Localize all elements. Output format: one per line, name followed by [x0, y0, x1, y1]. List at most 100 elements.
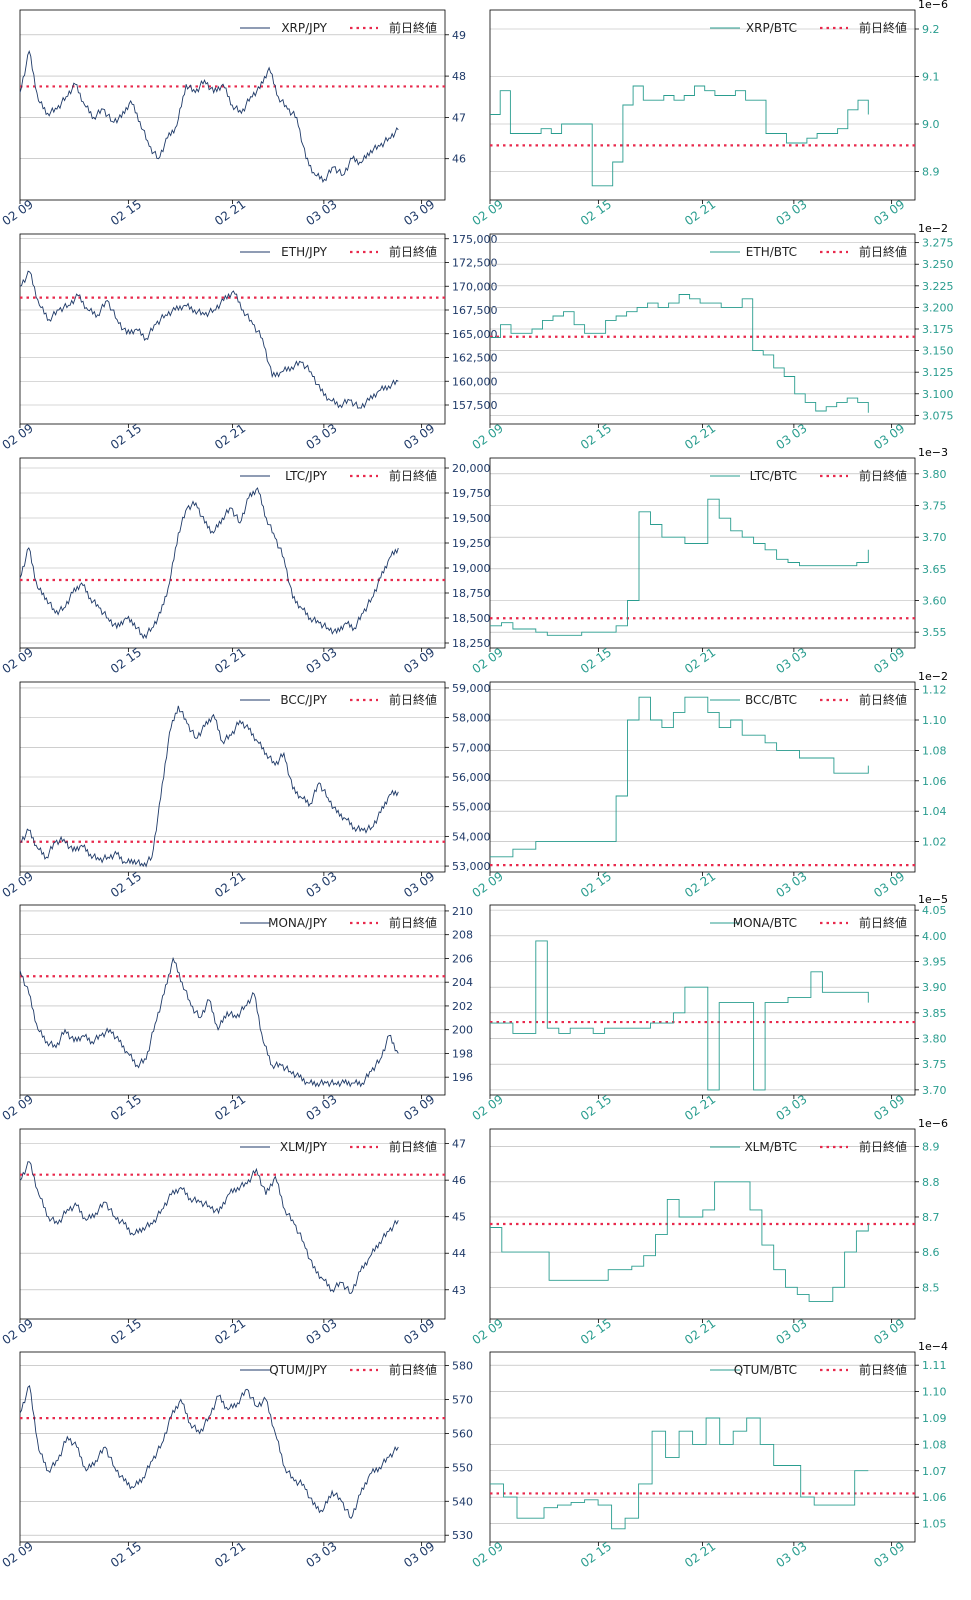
- y-tick-label: 9.2: [922, 23, 940, 36]
- x-tick-label: 03 09: [401, 1539, 437, 1570]
- series-line: [490, 1417, 869, 1530]
- x-tick-label: 02 21: [212, 1092, 248, 1123]
- x-tick-label: 03 03: [773, 869, 809, 900]
- x-tick-label: 03 03: [303, 421, 339, 452]
- x-tick-label: 03 09: [871, 197, 907, 228]
- x-tick-label: 03 09: [871, 1092, 907, 1123]
- x-tick-label: 03 09: [871, 1539, 907, 1570]
- y-tick-label: 1.09: [922, 1412, 947, 1425]
- y-tick-label: 3.80: [922, 1033, 947, 1046]
- x-tick-label: 02 09: [0, 197, 36, 228]
- x-tick-label: 02 15: [108, 1316, 144, 1347]
- chart-panel-xlmjpy: 43 44 45 46 47 02 09 02 15 02 21 03 03 03 09 XLM/J…: [0, 1128, 525, 1359]
- x-tick-label: 02 09: [0, 645, 36, 676]
- x-tick-label: 02 15: [108, 869, 144, 900]
- series-line: [490, 696, 869, 858]
- x-tick-label: 02 21: [682, 1092, 718, 1123]
- chart-svg-ethjpy: 157,500 160,000 162,500 165,000 167,500 170,0…: [0, 233, 498, 453]
- y-tick-label: 167,500: [452, 304, 498, 317]
- y-tick-label: 3.075: [922, 409, 954, 422]
- series-line: [19, 956, 399, 1088]
- plot-frame: [19, 457, 446, 649]
- x-tick-label: 02 15: [578, 645, 614, 676]
- y-tick-label: 206: [452, 952, 473, 965]
- x-tick-label: 02 21: [212, 1316, 248, 1347]
- y-tick-label: 3.75: [922, 500, 947, 513]
- legend-prev-close-label: 前日終値: [859, 915, 907, 930]
- chart-svg-qtumjpy: 530 540 550 560 570 580 02 09 02 15 02 21 03 03 03…: [0, 1351, 473, 1570]
- y-tick-label: 162,500: [452, 352, 498, 365]
- x-tick-label: 02 21: [212, 869, 248, 900]
- y-tick-label: 19,250: [452, 537, 491, 550]
- chart-panel-ethbtc: 3.075 3.100 3.125 3.150 3.175 3.200 3.225 3.250…: [470, 222, 971, 464]
- y-tick-label: 57,000: [452, 741, 491, 754]
- y-tick-label: 560: [452, 1427, 473, 1440]
- y-tick-label: 43: [452, 1284, 466, 1297]
- x-tick-label: 02 21: [212, 645, 248, 676]
- x-tick-label: 03 09: [871, 645, 907, 676]
- y-tick-label: 8.8: [922, 1176, 940, 1189]
- x-tick-label: 02 15: [108, 421, 144, 452]
- x-tick-label: 02 15: [578, 197, 614, 228]
- y-tick-label: 19,500: [452, 512, 491, 525]
- chart-svg-xrpjpy: 46 47 48 49 02 09 02 15 02 21 03 03 03 09 XRP/JPY…: [0, 9, 466, 228]
- x-tick-label: 03 03: [773, 421, 809, 452]
- legend-series-label: XRP/BTC: [746, 21, 797, 35]
- x-tick-label: 03 03: [773, 1316, 809, 1347]
- y-tick-label: 3.250: [922, 258, 954, 271]
- y-tick-label: 3.70: [922, 531, 947, 544]
- x-tick-label: 02 21: [682, 1316, 718, 1347]
- legend-prev-close-label: 前日終値: [389, 468, 437, 483]
- chart-svg-xrpbtc: 8.99.09.19.202 09 02 15 02 21 03 03 03 091e−…: [470, 0, 948, 228]
- y-tick-label: 8.5: [922, 1281, 940, 1294]
- y-tick-label: 9.1: [922, 71, 940, 84]
- x-tick-label: 03 03: [303, 1092, 339, 1123]
- chart-svg-ltcjpy: 18,250 18,500 18,750 19,000 19,250 19,500 19,7…: [0, 457, 491, 676]
- chart-panel-monajpy: 196 198 200 202 204 206 208 210 02 09 02 15 02 21 0…: [0, 904, 525, 1135]
- chart-svg-ethbtc: 3.075 3.100 3.125 3.150 3.175 3.200 3.225 3.250…: [470, 222, 954, 452]
- y-tick-label: 58,000: [452, 712, 491, 725]
- y-tick-label: 200: [452, 1024, 473, 1037]
- offset-text: 1e−6: [918, 1117, 948, 1130]
- y-tick-label: 210: [452, 905, 473, 918]
- y-tick-label: 53,000: [452, 860, 491, 873]
- x-tick-label: 02 15: [108, 1092, 144, 1123]
- y-tick-label: 55,000: [452, 801, 491, 814]
- legend-series-label: XRP/JPY: [281, 21, 327, 35]
- legend-prev-close-label: 前日終値: [859, 692, 907, 707]
- legend-series-label: BCC/BTC: [745, 693, 797, 707]
- y-tick-label: 1.04: [922, 805, 947, 818]
- series-line: [490, 294, 869, 413]
- legend-prev-close-label: 前日終値: [389, 1139, 437, 1154]
- x-tick-label: 03 09: [871, 869, 907, 900]
- x-tick-label: 03 03: [773, 1539, 809, 1570]
- y-tick-label: 8.6: [922, 1246, 940, 1259]
- y-tick-label: 204: [452, 976, 473, 989]
- series-line: [19, 49, 399, 184]
- x-tick-label: 02 09: [0, 1539, 36, 1570]
- x-tick-label: 02 15: [578, 869, 614, 900]
- legend-series-label: QTUM/BTC: [734, 1363, 797, 1377]
- y-tick-label: 46: [452, 1174, 466, 1187]
- legend-prev-close-label: 前日終値: [859, 20, 907, 35]
- y-tick-label: 3.125: [922, 366, 954, 379]
- x-tick-label: 02 21: [682, 869, 718, 900]
- y-tick-label: 3.70: [922, 1084, 947, 1097]
- x-tick-label: 02 21: [212, 1539, 248, 1570]
- legend-series-label: QTUM/JPY: [269, 1363, 327, 1377]
- x-tick-label: 03 09: [401, 1316, 437, 1347]
- plot-frame: [19, 1351, 446, 1543]
- y-tick-label: 4.00: [922, 930, 947, 943]
- plot-frame: [489, 1128, 916, 1320]
- legend-prev-close-label: 前日終値: [389, 915, 437, 930]
- y-tick-label: 3.95: [922, 955, 947, 968]
- series-line: [490, 940, 869, 1091]
- x-tick-label: 02 15: [578, 1316, 614, 1347]
- x-tick-label: 02 15: [578, 1092, 614, 1123]
- y-tick-label: 8.9: [922, 166, 940, 179]
- y-tick-label: 4.05: [922, 904, 947, 917]
- x-tick-label: 03 09: [401, 869, 437, 900]
- chart-svg-monajpy: 196 198 200 202 204 206 208 210 02 09 02 15 02 21 0…: [0, 904, 473, 1123]
